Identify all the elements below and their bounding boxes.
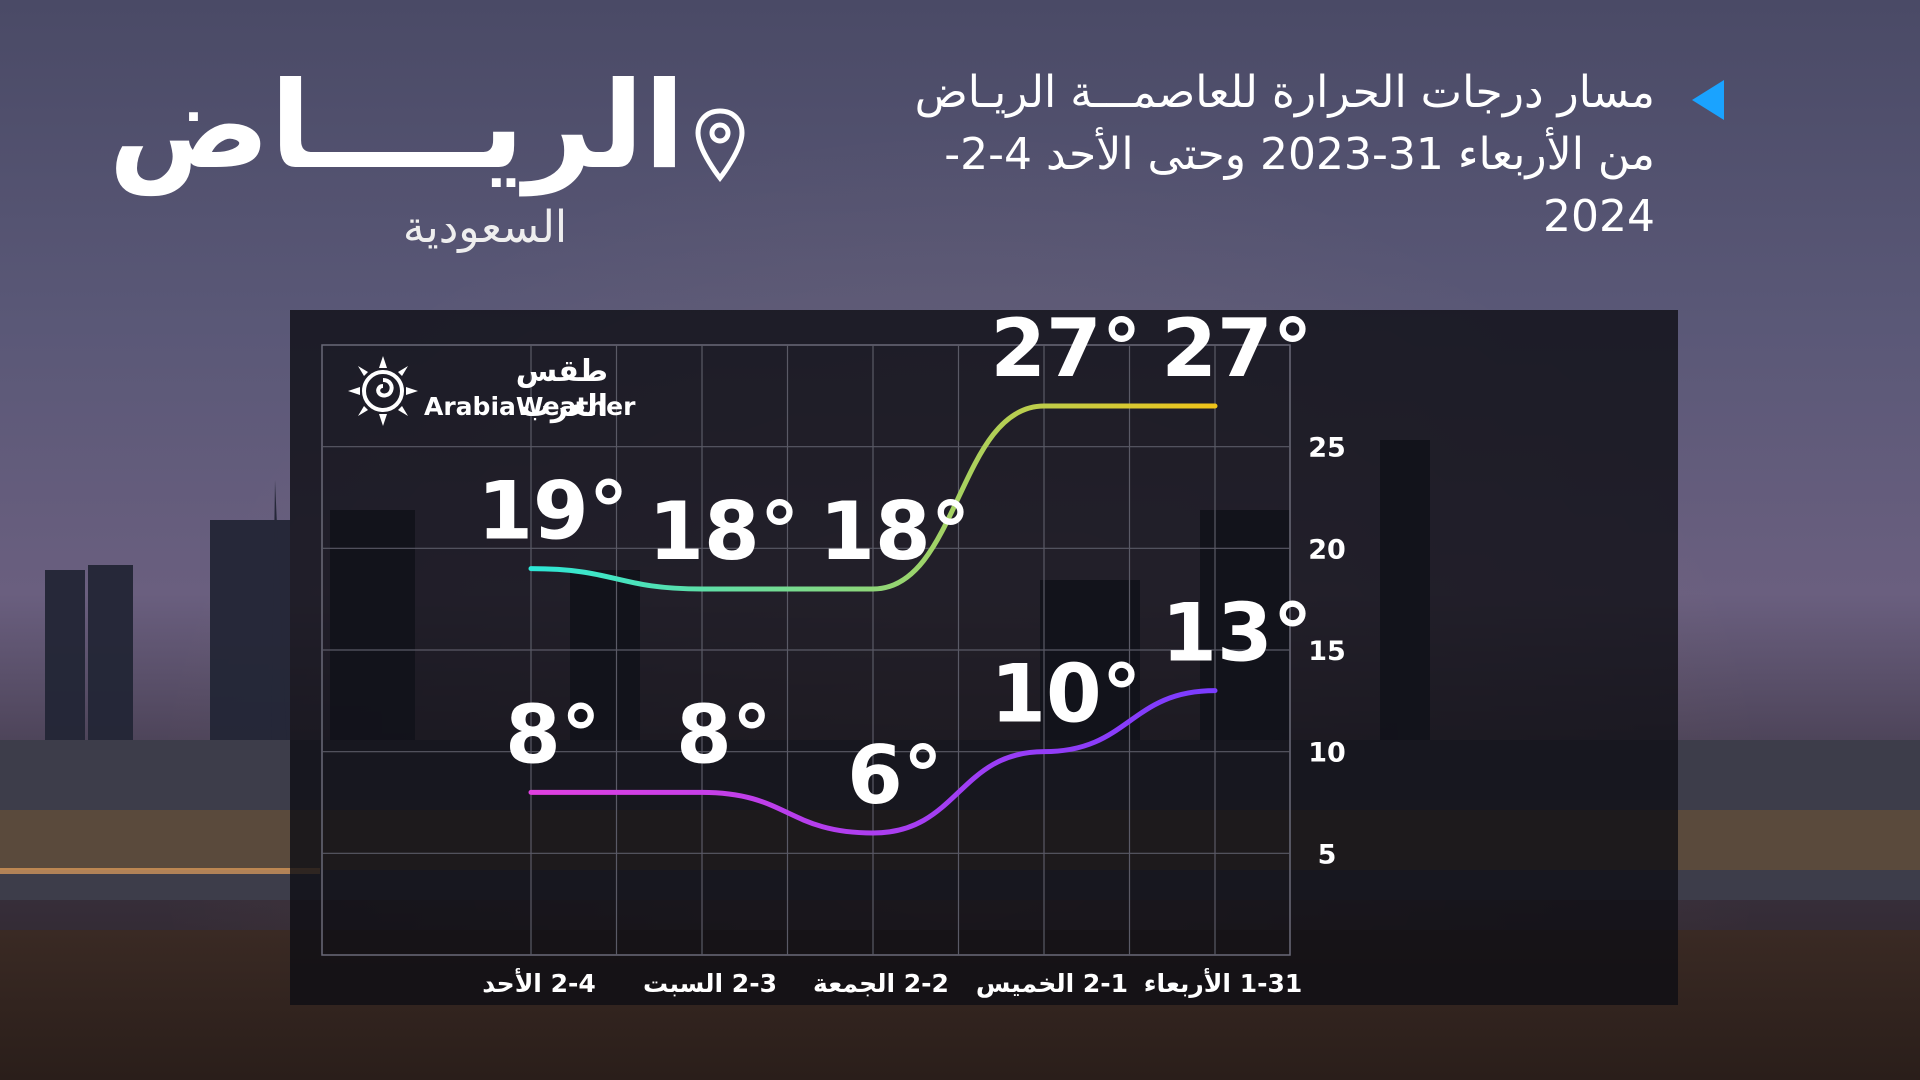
data-label: 19° [477,465,628,558]
headline-marker-icon [1692,80,1724,120]
data-label: 18° [819,485,970,578]
chart-panel: 25 20 15 10 5 19° 18° 18° 27° 27° 8° 8° 6° 10° 13° 2-4 … [290,310,1678,1005]
min-temperature-line [528,688,1218,836]
data-label: 6° [847,729,943,822]
brand-logo: طقس العرب ArabiaWeather [348,354,635,432]
x-tick-label: 2-3 السبت [643,969,777,998]
location-pin-icon [695,108,745,182]
city-title: الريــــاض [108,57,685,196]
data-label: 10° [990,648,1141,741]
data-label: 27° [1161,310,1312,395]
data-label: 8° [676,688,772,781]
y-tick-label: 10 [1308,738,1346,769]
country-name: السعودية [402,202,568,253]
x-tick-label: 2-1 الخميس [976,969,1128,998]
headline: مسار درجات الحرارة للعاصمـــة الريـاض من… [914,67,1655,242]
x-tick-label: 2-2 الجمعة [813,969,949,998]
y-tick-label: 20 [1308,534,1346,565]
sun-swirl-icon [348,356,418,426]
data-label: 27° [990,310,1141,395]
x-tick-label: 2-4 الأحد [482,968,596,998]
brand-name-en: ArabiaWeather [424,392,636,421]
y-tick-label: 5 [1318,839,1337,870]
y-tick-label: 25 [1308,433,1346,464]
data-label: 13° [1161,587,1312,680]
data-label: 8° [505,688,601,781]
brand-name-ar: طقس العرب [515,354,608,424]
x-tick-label: 1-31 الأربعاء [1144,968,1303,998]
max-temperature-line [528,403,1218,592]
data-label: 18° [648,485,799,578]
y-tick-label: 15 [1308,636,1346,667]
